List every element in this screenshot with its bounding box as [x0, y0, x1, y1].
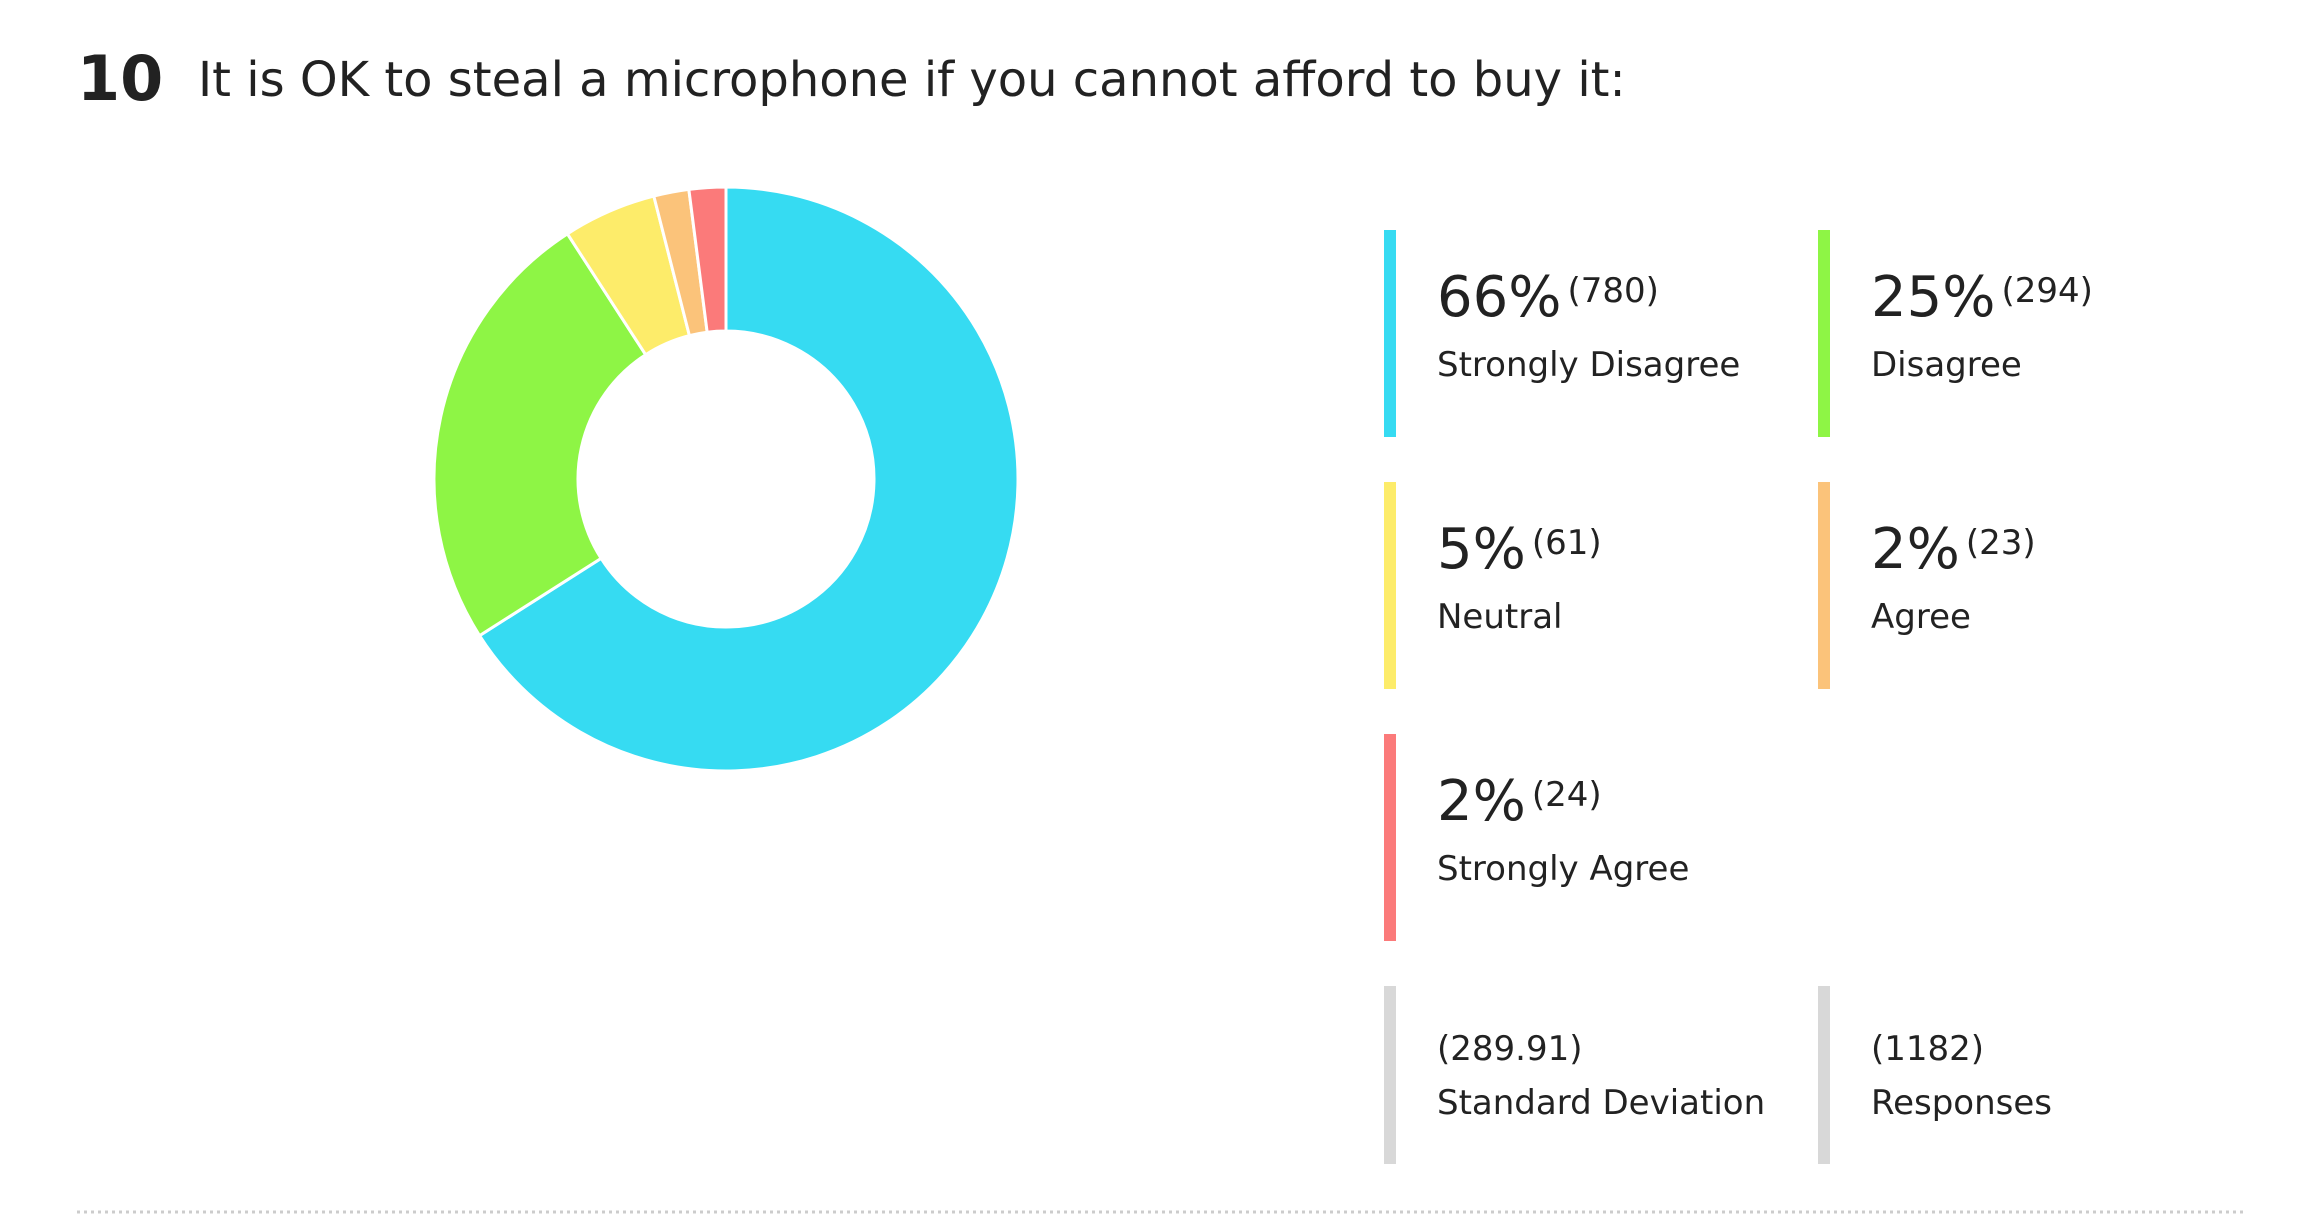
- legend-value: 25% (294): [1871, 265, 2093, 330]
- donut-slice: [432, 231, 648, 638]
- stat-label: Responses: [1871, 1083, 2052, 1123]
- value-label: (294): [2001, 271, 2092, 311]
- percent-label: 5%: [1437, 517, 1526, 582]
- percent-label: 25%: [1871, 265, 1995, 330]
- question-number: 10: [77, 42, 163, 115]
- legend-swatch: [1818, 230, 1830, 437]
- legend-label: Agree: [1871, 597, 1971, 637]
- chart-title: It is OK to steal a microphone if you ca…: [198, 52, 1626, 108]
- legend-value: 2% (24): [1437, 769, 1602, 834]
- stat-label: Standard Deviation: [1437, 1083, 1765, 1123]
- legend-swatch: [1818, 482, 1830, 689]
- legend-label: Neutral: [1437, 597, 1563, 637]
- legend-swatch: [1384, 230, 1396, 437]
- value-label: (23): [1966, 523, 2036, 563]
- stat-swatch: [1818, 986, 1830, 1164]
- legend-value: 66% (780): [1437, 265, 1659, 330]
- legend-value: 2% (23): [1871, 517, 2036, 582]
- percent-label: 66%: [1437, 265, 1561, 330]
- legend-swatch: [1384, 482, 1396, 689]
- legend-label: Disagree: [1871, 345, 2022, 385]
- stat-swatch: [1384, 986, 1396, 1164]
- donut-slice: [477, 185, 1020, 773]
- value-label: (24): [1532, 775, 1602, 815]
- legend-label: Strongly Disagree: [1437, 345, 1740, 385]
- legend-swatch: [1384, 734, 1396, 941]
- stat-value: (289.91): [1437, 1029, 1583, 1069]
- value-label: (780): [1567, 271, 1658, 311]
- percent-label: 2%: [1871, 517, 1960, 582]
- stat-value: (1182): [1871, 1029, 1984, 1069]
- donut-slice: [687, 185, 728, 334]
- percent-label: 2%: [1437, 769, 1526, 834]
- legend-label: Strongly Agree: [1437, 849, 1689, 889]
- value-label: (61): [1532, 523, 1602, 563]
- legend-value: 5% (61): [1437, 517, 1602, 582]
